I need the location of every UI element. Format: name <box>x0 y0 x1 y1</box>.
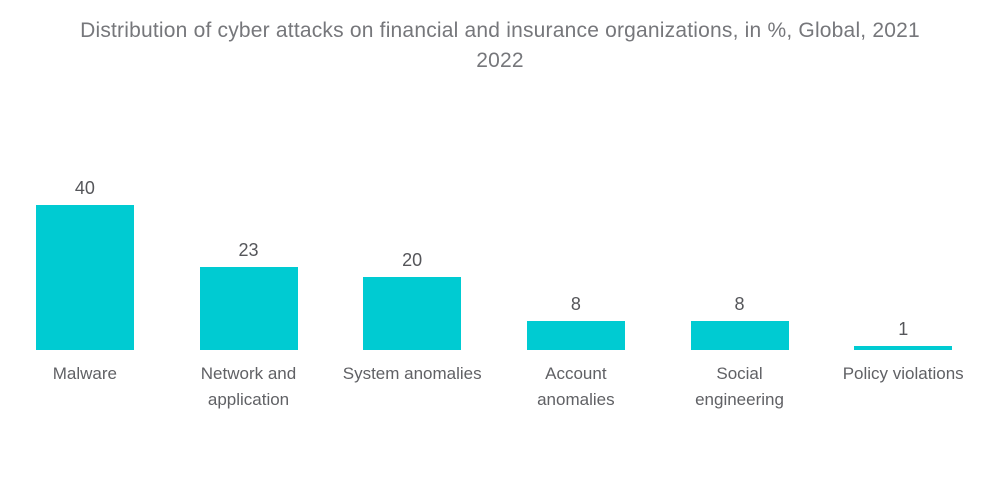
chart-title: Distribution of cyber attacks on financi… <box>0 0 1000 76</box>
bar <box>854 346 953 350</box>
bar-category-label: Account anomalies <box>537 364 615 409</box>
bar <box>690 321 789 350</box>
bar-value-label: 8 <box>734 294 745 314</box>
bar-category-label: Malware <box>52 364 117 383</box>
bar <box>35 205 134 350</box>
bar <box>363 277 462 350</box>
bar-value-label: 8 <box>570 294 581 314</box>
bar-column: 20 System anomalies <box>330 0 494 383</box>
bar-category-label: Social engineering <box>695 364 784 409</box>
bar-column: 8 Social engineering <box>658 0 822 409</box>
chart-title-line2: 2022 <box>476 49 524 72</box>
bar-value-label: 1 <box>898 319 909 339</box>
chart-area: 40 Malware 23 Network and application 20… <box>3 0 985 409</box>
bar-column: 40 Malware <box>3 0 167 383</box>
bar <box>199 267 298 350</box>
bar-category-label: Network and application <box>200 364 297 409</box>
bar-column: 1 Policy violations <box>821 0 985 383</box>
bar-column: 23 Network and application <box>167 0 331 409</box>
bar-category-label: System anomalies <box>342 364 482 383</box>
bar-category-label: Policy violations <box>842 364 964 383</box>
bar-value-label: 23 <box>238 240 259 260</box>
bar-column: 8 Account anomalies <box>494 0 658 409</box>
bar-value-label: 20 <box>402 250 423 270</box>
bar-value-label: 40 <box>74 178 95 198</box>
chart-title-line1: Distribution of cyber attacks on financi… <box>80 19 920 42</box>
bar <box>526 321 625 350</box>
